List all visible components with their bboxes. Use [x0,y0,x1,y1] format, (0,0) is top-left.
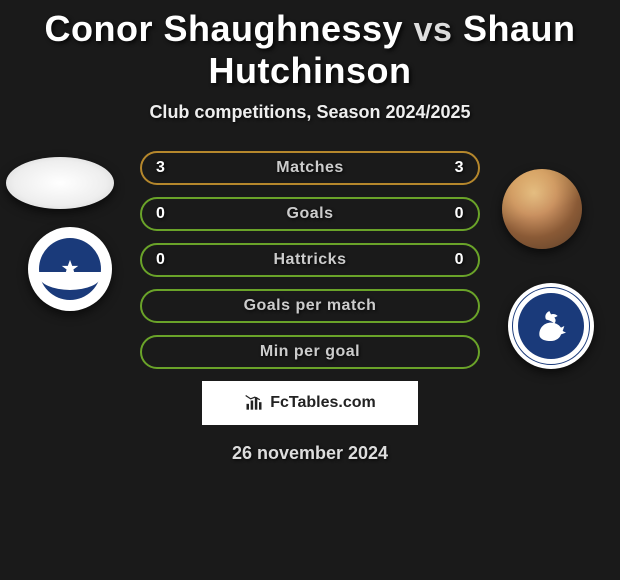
vs-label: vs [414,11,453,49]
bar-chart-icon [244,393,264,413]
player1-avatar [6,157,114,209]
source-text: FcTables.com [270,394,376,412]
stat-row-gpm: Goals per match [140,289,480,323]
star-icon [59,258,81,280]
stats-area: 3 Matches 3 0 Goals 0 0 Hattricks 0 Goal… [0,151,620,369]
comparison-title: Conor Shaughnessy vs Shaun Hutchinson [0,0,620,92]
player2-club-badge [508,283,594,369]
stat-row-goals: 0 Goals 0 [140,197,480,231]
stat-left-value: 0 [156,251,174,269]
stat-left-value: 3 [156,159,174,177]
date-label: 26 november 2024 [0,443,620,464]
source-box: FcTables.com [202,381,418,425]
lion-icon [531,306,571,346]
stat-right-value: 0 [446,205,464,223]
stat-row-matches: 3 Matches 3 [140,151,480,185]
player2-avatar [502,169,582,249]
player1-name: Conor Shaughnessy [45,8,404,49]
stat-label: Matches [174,159,446,177]
stat-label: Goals per match [174,297,446,315]
subtitle: Club competitions, Season 2024/2025 [0,102,620,123]
stat-label: Hattricks [174,251,446,269]
stat-right-value: 0 [446,251,464,269]
stat-label: Min per goal [174,343,446,361]
player1-club-badge [28,227,112,311]
stat-row-mpg: Min per goal [140,335,480,369]
stat-label: Goals [174,205,446,223]
stat-rows: 3 Matches 3 0 Goals 0 0 Hattricks 0 Goal… [140,151,480,369]
stat-row-hattricks: 0 Hattricks 0 [140,243,480,277]
stat-left-value: 0 [156,205,174,223]
stat-right-value: 3 [446,159,464,177]
